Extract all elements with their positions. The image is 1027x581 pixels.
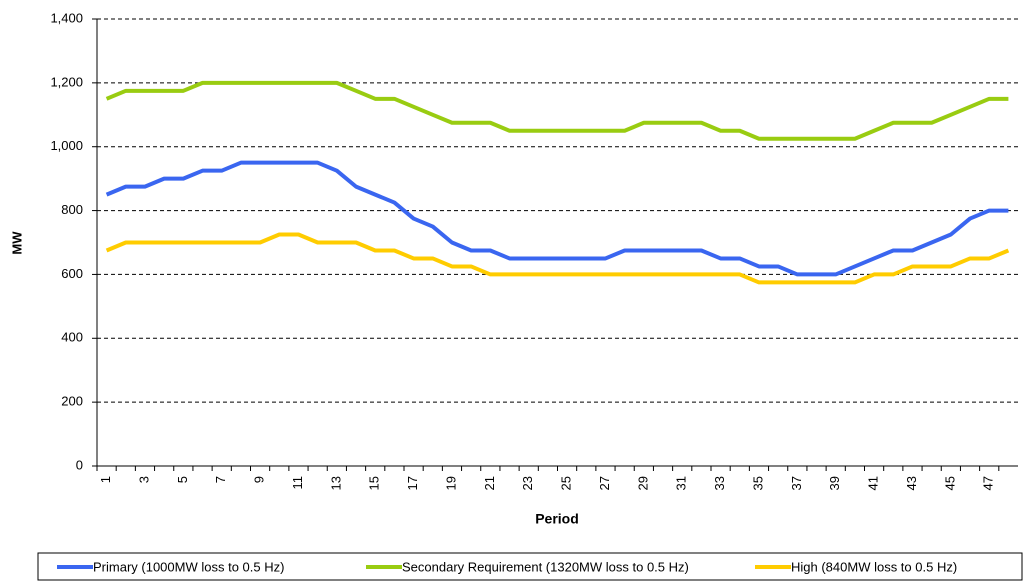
x-tick-label: 35 xyxy=(750,476,765,490)
x-tick-label: 9 xyxy=(252,476,267,483)
x-tick-label: 45 xyxy=(942,476,957,490)
x-axis-title: Period xyxy=(535,511,579,527)
x-tick-label: 29 xyxy=(635,476,650,490)
x-tick-label: 21 xyxy=(482,476,497,490)
y-axis-title: MW xyxy=(9,231,24,255)
x-tick-label: 47 xyxy=(981,476,996,490)
y-tick-label: 1,000 xyxy=(50,138,83,153)
x-tick-label: 11 xyxy=(290,476,305,490)
x-tick-label: 17 xyxy=(405,476,420,490)
x-tick-label: 33 xyxy=(712,476,727,490)
legend-label: Secondary Requirement (1320MW loss to 0.… xyxy=(402,559,689,574)
legend-box xyxy=(37,552,1023,581)
x-tick-label: 31 xyxy=(674,476,689,490)
x-tick-label: 1 xyxy=(98,476,113,483)
x-tick-label: 5 xyxy=(175,476,190,483)
x-tick-label: 13 xyxy=(328,476,343,490)
y-tick-label: 1,400 xyxy=(50,10,83,25)
legend-label: Primary (1000MW loss to 0.5 Hz) xyxy=(93,559,284,574)
x-tick-label: 3 xyxy=(136,476,151,483)
y-tick-label: 1,200 xyxy=(50,74,83,89)
series-line xyxy=(105,160,1009,277)
x-tick-label: 7 xyxy=(213,476,228,483)
x-tick-label: 43 xyxy=(904,476,919,490)
x-tick-label: 37 xyxy=(789,476,804,490)
x-tick-label: 15 xyxy=(367,476,382,490)
y-tick-label: 600 xyxy=(61,266,83,281)
x-tick-label: 23 xyxy=(520,476,535,490)
x-tick-label: 39 xyxy=(827,476,842,490)
series-line xyxy=(105,80,1009,141)
y-tick-label: 0 xyxy=(76,457,83,472)
legend-label: High (840MW loss to 0.5 Hz) xyxy=(791,559,957,574)
x-tick-label: 25 xyxy=(559,476,574,490)
series-line xyxy=(105,232,1010,285)
y-tick-label: 200 xyxy=(61,394,83,409)
x-tick-label: 27 xyxy=(597,476,612,490)
y-tick-label: 800 xyxy=(61,202,83,217)
y-tick-label: 400 xyxy=(61,330,83,345)
x-tick-label: 41 xyxy=(866,476,881,490)
x-tick-label: 19 xyxy=(443,476,458,490)
